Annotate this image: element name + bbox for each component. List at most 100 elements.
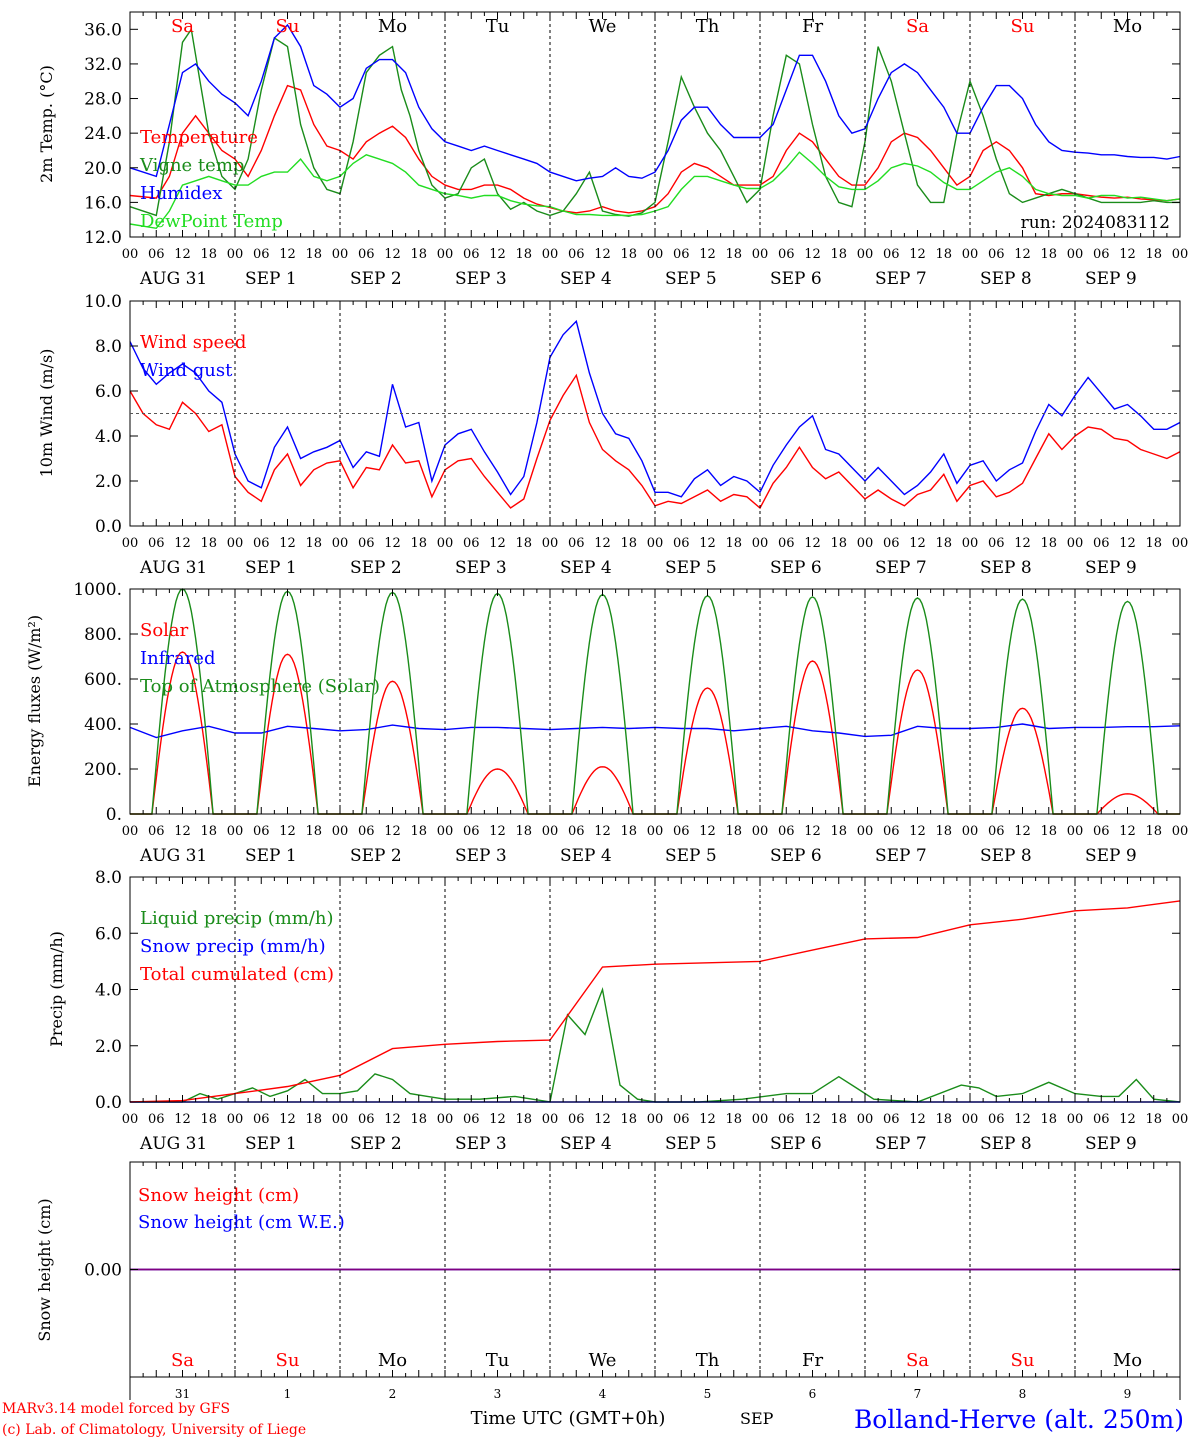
hour-tick-label: 12: [909, 1112, 926, 1127]
date-label: SEP 3: [455, 1134, 507, 1154]
hour-tick-label: 00: [542, 247, 559, 262]
hour-tick-label: 06: [673, 536, 690, 551]
hour-tick-label: 06: [148, 824, 165, 839]
station-name: Bolland-Herve (alt. 250m): [854, 1405, 1184, 1434]
weekday-label: Tu: [486, 1350, 510, 1371]
bottom-day-label: 4: [599, 1387, 607, 1401]
series-group: [129, 23, 1181, 230]
hour-tick-label: 00: [332, 247, 349, 262]
legend-wind-speed: Wind speed: [140, 332, 246, 353]
hour-tick-label: 00: [1172, 1112, 1189, 1127]
hour-tick-label: 12: [699, 247, 716, 262]
hour-tick-label: 06: [988, 536, 1005, 551]
hour-tick-label: 12: [594, 824, 611, 839]
y-tick-label: 0.: [106, 805, 122, 825]
series-line: [130, 986, 1181, 1103]
hour-tick-label: 12: [594, 247, 611, 262]
hour-tick-label: 18: [935, 1112, 952, 1127]
hour-tick-label: 06: [778, 247, 795, 262]
hour-tick-label: 12: [909, 536, 926, 551]
date-label: SEP 9: [1085, 558, 1137, 578]
hour-tick-label: 00: [962, 536, 979, 551]
hour-tick-label: 18: [830, 536, 847, 551]
hour-tick-label: 18: [515, 824, 532, 839]
date-label: SEP 1: [245, 1134, 297, 1154]
hour-tick-label: 06: [1093, 536, 1110, 551]
date-label: SEP 4: [560, 1134, 612, 1154]
y-tick-label: 12.0: [84, 228, 122, 248]
precip-panel: Precip (mm/h) Liquid precip (mm/h) Snow …: [47, 868, 1188, 1154]
weekday-label: Th: [696, 1350, 720, 1371]
hour-tick-label: 06: [988, 247, 1005, 262]
hour-tick-label: 12: [489, 1112, 506, 1127]
hour-tick-label: 00: [752, 824, 769, 839]
weekday-label: Su: [276, 1350, 300, 1371]
hour-tick-label: 00: [962, 247, 979, 262]
hour-tick-label: 18: [620, 1112, 637, 1127]
hour-tick-label: 12: [384, 1112, 401, 1127]
wind-panel: 10m Wind (m/s) Wind speed Wind gust 0.0 2…: [37, 292, 1188, 578]
hour-tick-label: 00: [962, 1112, 979, 1127]
date-label: SEP 1: [245, 269, 297, 289]
hour-tick-label: 18: [1145, 536, 1162, 551]
hour-tick-label: 18: [1145, 247, 1162, 262]
hour-tick-label: 06: [253, 1112, 270, 1127]
series-line: [129, 23, 1181, 182]
hour-tick-label: 18: [515, 1112, 532, 1127]
hour-tick-label: 12: [279, 824, 296, 839]
hour-tick-label: 18: [725, 824, 742, 839]
hour-tick-label: 06: [1093, 1112, 1110, 1127]
hour-tick-label: 00: [647, 536, 664, 551]
date-label: SEP 5: [665, 269, 717, 289]
month-label: SEP: [740, 1409, 774, 1428]
hour-tick-label: 18: [410, 824, 427, 839]
hour-tick-label: 18: [620, 247, 637, 262]
hour-tick-label: 06: [358, 824, 375, 839]
date-label: SEP 7: [875, 1134, 927, 1154]
hour-tick-label: 12: [384, 247, 401, 262]
hour-tick-label: 12: [804, 824, 821, 839]
hour-tick-label: 06: [673, 824, 690, 839]
hour-tick-label: 18: [1145, 824, 1162, 839]
hour-tick-label: 06: [463, 1112, 480, 1127]
y-tick-label: 36.0: [84, 20, 122, 40]
hour-tick-label: 18: [200, 1112, 217, 1127]
weekday-label: Mo: [378, 1350, 407, 1371]
temperature-panel: 2m Temp. (°C) run: 2024083112 Temperatur…: [37, 11, 1188, 289]
hour-tick-label: 12: [279, 1112, 296, 1127]
bottom-day-label: 31: [175, 1387, 190, 1401]
hour-tick-label: 12: [909, 824, 926, 839]
y-tick-label: 0.00: [84, 1261, 122, 1281]
series-group: [129, 588, 1181, 815]
hour-tick-label: 00: [1172, 536, 1189, 551]
bottom-day-label: 8: [1019, 1387, 1027, 1401]
weekday-label: We: [589, 16, 617, 37]
hour-tick-label: 12: [279, 247, 296, 262]
weekday-label: Sa: [171, 16, 194, 37]
hour-tick-label: 00: [437, 824, 454, 839]
y-tick-label: 2.0: [95, 472, 122, 492]
date-label: SEP 2: [350, 846, 402, 866]
legend-toa-solar: Top of Atmosphere (Solar): [140, 676, 380, 697]
hour-tick-label: 18: [200, 536, 217, 551]
bottom-day-label: 6: [809, 1387, 817, 1401]
hour-tick-label: 12: [279, 536, 296, 551]
date-label: SEP 5: [665, 846, 717, 866]
date-label: SEP 3: [455, 846, 507, 866]
hour-tick-label: 06: [883, 536, 900, 551]
y-tick-label: 6.0: [95, 382, 122, 402]
hour-tick-label: 18: [830, 247, 847, 262]
precip-ylabel: Precip (mm/h): [47, 931, 66, 1047]
legend-infrared: Infrared: [140, 648, 215, 669]
hour-tick-label: 00: [227, 536, 244, 551]
hour-tick-label: 00: [122, 247, 139, 262]
hour-tick-label: 12: [699, 1112, 716, 1127]
hour-tick-label: 18: [305, 824, 322, 839]
hour-tick-label: 18: [935, 536, 952, 551]
y-tick-label: 1000.: [73, 580, 122, 600]
hour-tick-label: 06: [883, 247, 900, 262]
hour-tick-label: 12: [174, 1112, 191, 1127]
bottom-day-label: 1: [284, 1387, 292, 1401]
hour-tick-label: 00: [227, 247, 244, 262]
